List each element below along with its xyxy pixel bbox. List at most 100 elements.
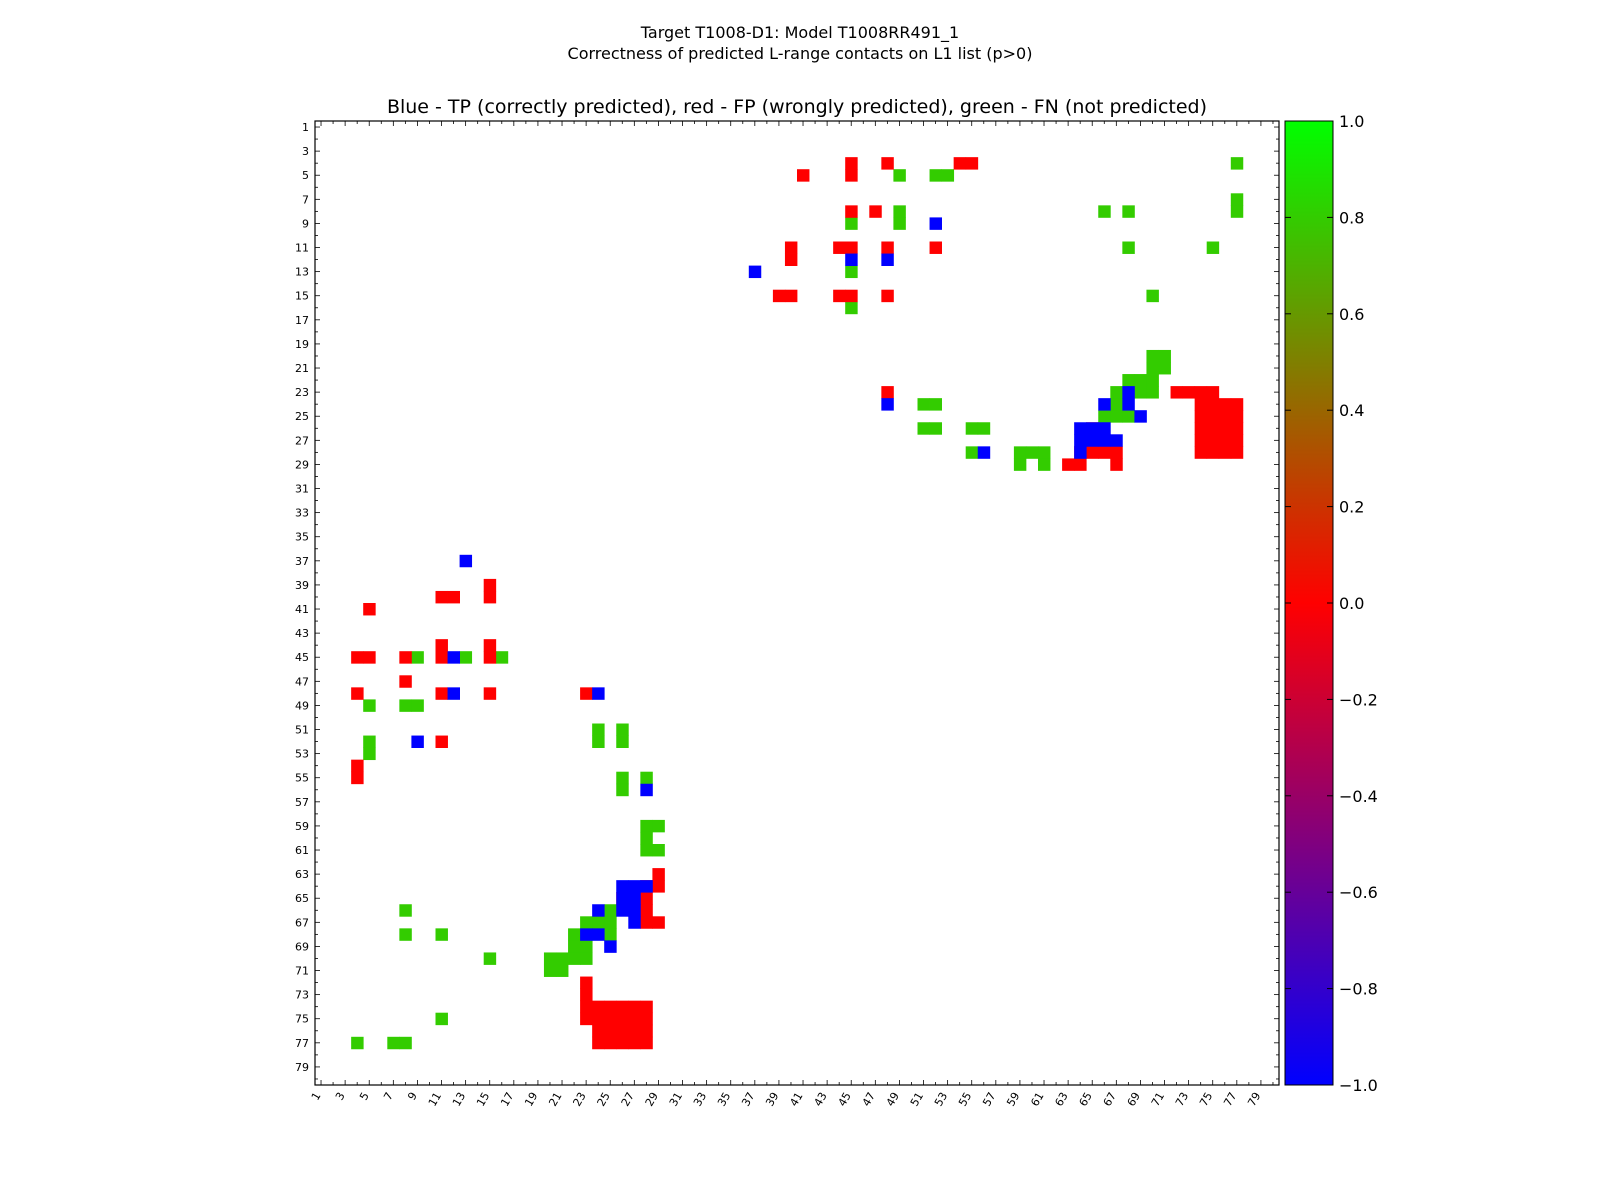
- x-tick-label: 19: [522, 1090, 540, 1109]
- x-tick-label: 41: [787, 1090, 805, 1109]
- contact-cell-fn: [1146, 374, 1159, 387]
- contact-cell-fp: [628, 1036, 641, 1050]
- contact-cell-fn: [640, 819, 653, 833]
- contact-cell-tp: [1074, 434, 1087, 447]
- contact-cell-tp: [640, 880, 653, 893]
- contact-cell-fp: [784, 241, 798, 254]
- contact-cell-fp: [845, 157, 858, 170]
- contact-cell-fn: [893, 169, 906, 182]
- contact-cell-fn: [616, 783, 629, 797]
- contact-cell-fp: [592, 1024, 605, 1038]
- contact-cell-fn: [483, 952, 497, 965]
- contact-cell-fp: [1086, 446, 1099, 459]
- x-tick-label: 79: [1245, 1090, 1263, 1109]
- contact-cell-tp: [845, 253, 858, 266]
- contact-cell-fn: [1146, 289, 1159, 303]
- contact-cell-fp: [1206, 410, 1220, 423]
- contact-cell-fp: [1074, 458, 1087, 471]
- contact-cell-tp: [411, 735, 424, 748]
- contact-cell-fp: [580, 1012, 593, 1026]
- contact-cell-fn: [411, 651, 424, 664]
- colorbar-tick-label: 0.6: [1339, 305, 1364, 324]
- x-tick-label: 65: [1077, 1090, 1095, 1109]
- x-tick-label: 25: [595, 1090, 613, 1109]
- x-tick-label: 59: [1004, 1090, 1022, 1109]
- contact-cell-fn: [616, 723, 629, 736]
- contact-cell-tp: [1074, 446, 1087, 459]
- x-tick-label: 73: [1173, 1090, 1191, 1109]
- contact-cell-tp: [592, 904, 605, 917]
- contact-cell-fp: [1206, 398, 1220, 411]
- contact-cell-tp: [628, 916, 641, 929]
- y-tick-label: 53: [295, 748, 309, 761]
- contact-cell-fp: [953, 157, 967, 170]
- contact-cell-fn: [399, 699, 412, 712]
- contact-cell-fn: [580, 940, 593, 953]
- x-tick-label: 71: [1149, 1090, 1167, 1109]
- contact-cell-fn: [845, 301, 858, 315]
- y-tick-label: 21: [295, 362, 309, 375]
- contact-cell-fn: [1158, 349, 1171, 363]
- x-tick-label: 9: [405, 1090, 420, 1103]
- y-tick-label: 55: [295, 772, 309, 785]
- contact-cell-fp: [616, 1024, 629, 1038]
- contact-cell-fp: [616, 1012, 629, 1026]
- contact-cell-fn: [965, 446, 979, 459]
- contact-cell-fp: [1218, 422, 1232, 435]
- contact-cell-fn: [1013, 446, 1027, 459]
- contact-cell-fn: [1110, 386, 1123, 399]
- y-tick-label: 7: [302, 193, 309, 206]
- contact-cell-fn: [592, 735, 605, 748]
- y-tick-label: 19: [295, 338, 309, 351]
- contact-cell-fp: [845, 205, 858, 218]
- contact-cell-fn: [435, 928, 448, 941]
- plot-area: [315, 121, 1279, 1085]
- contact-cell-fn: [652, 844, 665, 857]
- x-tick-label: 47: [860, 1090, 878, 1109]
- contact-cell-tp: [1098, 422, 1111, 435]
- contact-cell-fp: [616, 1036, 629, 1050]
- contact-cell-fn: [435, 1012, 448, 1026]
- contact-cell-fn: [640, 844, 653, 857]
- y-tick-label: 17: [295, 314, 309, 327]
- contact-cell-fp: [363, 603, 376, 616]
- colorbar-tick-label: 0.2: [1339, 498, 1364, 517]
- contact-cell-fp: [1230, 398, 1244, 411]
- contact-cell-fn: [929, 422, 942, 435]
- contact-cell-fp: [845, 169, 858, 182]
- contact-cell-fp: [797, 169, 810, 182]
- contact-cell-fn: [929, 169, 942, 182]
- contact-cell-fn: [1230, 157, 1244, 170]
- contact-cell-fn: [1110, 398, 1123, 411]
- contact-cell-fp: [592, 1036, 605, 1050]
- y-tick-label: 25: [295, 410, 309, 423]
- contact-cell-fn: [363, 747, 376, 761]
- contact-cell-fp: [1194, 386, 1208, 399]
- contact-cell-fp: [772, 289, 786, 303]
- contact-cell-fp: [483, 578, 497, 592]
- contact-cell-tp: [592, 928, 605, 941]
- colorbar-tick-label: −0.6: [1339, 883, 1378, 902]
- y-tick-label: 73: [295, 989, 309, 1002]
- contact-cell-fp: [845, 241, 858, 254]
- y-tick-label: 35: [295, 531, 309, 544]
- y-tick-label: 61: [295, 844, 309, 857]
- contact-cell-fn: [556, 964, 569, 977]
- colorbar-tick-label: −0.8: [1339, 980, 1378, 999]
- contact-cell-fn: [917, 422, 930, 435]
- contact-cell-fn: [917, 398, 930, 411]
- contact-cell-fp: [881, 386, 894, 399]
- x-tick-label: 43: [811, 1090, 829, 1109]
- x-tick-label: 51: [908, 1090, 926, 1109]
- contact-cell-fp: [580, 1000, 593, 1014]
- contact-cell-fp: [580, 976, 593, 989]
- contact-cell-fp: [1218, 434, 1232, 447]
- y-tick-label: 43: [295, 627, 309, 640]
- x-tick-label: 11: [426, 1090, 444, 1109]
- contact-cell-fn: [845, 265, 858, 279]
- x-tick-label: 63: [1052, 1090, 1070, 1109]
- contact-cell-fp: [1206, 422, 1220, 435]
- x-tick-label: 75: [1197, 1090, 1215, 1109]
- contact-cell-tp: [628, 892, 641, 905]
- contact-cell-fp: [399, 651, 412, 664]
